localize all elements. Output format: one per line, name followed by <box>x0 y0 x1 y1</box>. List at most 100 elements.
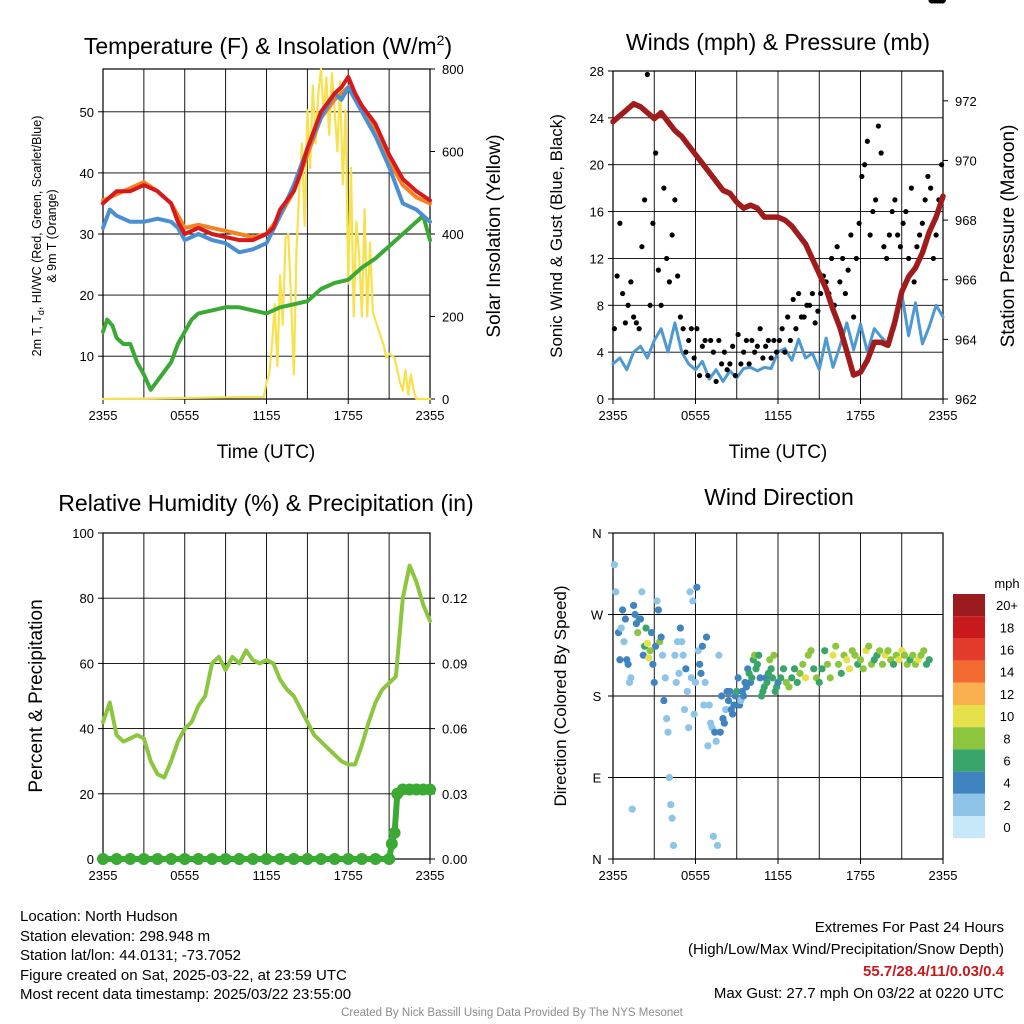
wind-direction-point <box>667 801 675 809</box>
wind-ytick-label: 20 <box>590 158 604 173</box>
wind-xtick-label: 2355 <box>599 408 628 423</box>
gust-point <box>925 173 931 180</box>
gust-point <box>688 326 694 332</box>
gust-point <box>672 197 678 203</box>
rh-xtick-label: 2355 <box>89 868 118 883</box>
gust-point <box>845 267 851 273</box>
gust-point <box>873 197 879 203</box>
wind-xlabel: Time (UTC) <box>729 442 828 463</box>
wind-direction-point <box>612 588 620 596</box>
wind-direction-point <box>716 728 724 736</box>
wind-direction-point <box>730 701 738 709</box>
wind-direction-point <box>845 665 854 673</box>
gust-point <box>903 208 909 215</box>
wind-direction-point <box>653 597 661 605</box>
wind-direction-point <box>925 656 933 664</box>
colorbar-label: 18 <box>1000 620 1014 635</box>
wind-direction-point <box>715 651 723 659</box>
wind-direction-point <box>663 715 671 723</box>
gust-point <box>655 267 661 273</box>
dir-xtick-label: 2355 <box>599 868 628 883</box>
gust-point <box>746 361 752 367</box>
gust-point <box>922 197 928 203</box>
colorbar-label: 14 <box>1000 665 1014 680</box>
wind-direction-point <box>679 651 687 659</box>
wind-direction-point <box>889 660 898 668</box>
gust-point <box>738 361 744 367</box>
wind-direction-point <box>643 639 651 648</box>
gust-point <box>691 355 697 361</box>
gust-point <box>886 232 892 238</box>
wind-direction-point <box>753 660 761 668</box>
gust-point <box>757 326 763 332</box>
colorbar-swatch <box>953 793 985 816</box>
rh-ytick-label: 20 <box>80 787 94 802</box>
windchill-series-line <box>101 85 432 255</box>
gust-point <box>933 232 939 238</box>
wind-direction-point <box>627 674 635 682</box>
wind-direction-point <box>676 624 684 632</box>
gust-point <box>622 320 628 326</box>
wind-direction-point <box>617 624 625 632</box>
gust-point <box>815 308 821 314</box>
rh-y2tick-label: 0.03 <box>442 787 467 802</box>
wind-direction-point <box>680 705 689 714</box>
precip-series-line <box>100 786 433 862</box>
gust-point <box>625 302 631 308</box>
wind-plot: 0 4 8 12 16 20 24 28 962 964 966 968 970 972 2355 0555 1… <box>590 64 977 423</box>
rh-xtick-label: 2355 <box>416 868 445 883</box>
wind-direction-point <box>646 647 654 655</box>
max-gust: Max Gust: 27.7 mph On 03/22 at 0220 UTC <box>713 985 1004 1002</box>
wind-direction-point <box>823 660 832 668</box>
credit-line: Created By Nick Bassill Using Data Provi… <box>341 1007 683 1019</box>
dir-ytick-label: N <box>592 526 601 541</box>
wind-direction-point <box>698 642 706 650</box>
wind-direction-point <box>705 701 713 709</box>
colorbar-label: 2 <box>1003 798 1010 813</box>
figure-created: Figure created on Sat, 2025-03-22, at 23… <box>20 966 347 984</box>
wind-direction-point <box>654 606 662 614</box>
gust-point <box>658 302 664 308</box>
gust-point <box>779 326 785 332</box>
wind-direction-point <box>859 665 867 673</box>
wind-direction-point <box>689 597 697 605</box>
wind-direction-point <box>788 674 796 682</box>
wind-direction-point <box>779 665 788 673</box>
rh-ytick-label: 60 <box>80 656 94 671</box>
wind-direction-point <box>616 656 624 664</box>
wind-direction-point <box>724 696 733 705</box>
rh-y2tick-label: 0.00 <box>442 852 467 867</box>
wind-direction-point <box>826 674 834 682</box>
station-info: Location: North Hudson Station elevation… <box>20 907 351 1005</box>
wind-direction-point <box>801 674 810 682</box>
wind-direction-point <box>682 665 690 673</box>
gust-point <box>617 220 623 226</box>
gust-point <box>675 273 681 279</box>
wind-direction-point <box>720 719 728 727</box>
station-latlon: Station lat/lon: 44.0131; -73.7052 <box>20 947 242 965</box>
rh-xtick-label: 1755 <box>334 868 363 883</box>
wind-direction-point <box>726 687 734 696</box>
wind-direction-point <box>763 678 771 687</box>
wind-direction-point <box>624 660 632 668</box>
speed-colorbar: mph 20+ 18 16 14 12 10 8 6 4 2 0 <box>953 576 1020 839</box>
gust-point <box>834 244 840 250</box>
gust-point <box>897 244 903 250</box>
gust-point <box>768 355 774 361</box>
gust-point <box>774 349 780 355</box>
gust-point <box>930 255 936 262</box>
wind-direction-point <box>909 651 917 659</box>
gust-point <box>749 337 755 344</box>
gust-point <box>889 208 895 215</box>
wind-ytick-label: 0 <box>597 392 604 407</box>
rh-xtick-label: 0555 <box>170 868 199 883</box>
gust-point <box>892 197 898 203</box>
colorbar-label: 8 <box>1003 731 1010 746</box>
gust-point <box>782 349 788 355</box>
dir-chart-title: Wind Direction <box>704 484 854 510</box>
colorbar-swatch <box>953 771 985 794</box>
wind-y2tick-label: 972 <box>955 94 977 109</box>
colorbar-label: 10 <box>1000 709 1014 724</box>
gust-point <box>724 367 730 373</box>
wind-direction-point <box>777 674 785 682</box>
